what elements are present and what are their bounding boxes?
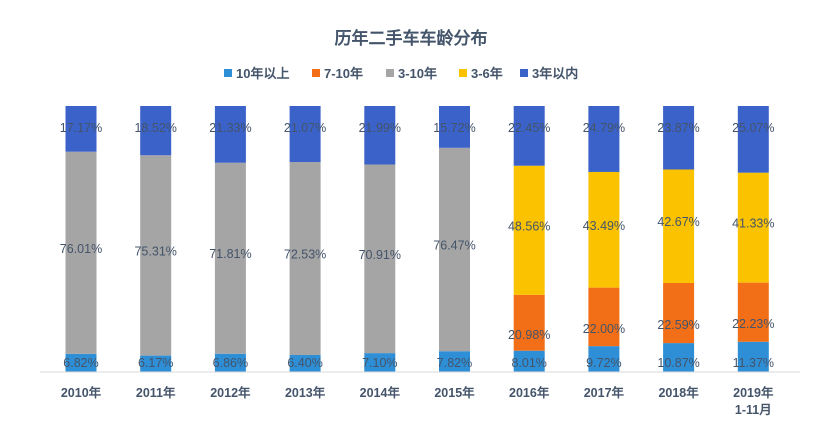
bar-segment-6-1 xyxy=(513,294,545,351)
bar-segment-3-2 xyxy=(289,162,321,355)
bar-segment-5-0 xyxy=(439,351,470,372)
data-label-4-2: 70.91% xyxy=(359,248,401,262)
x-tick-label-0: 2010年 xyxy=(61,385,102,400)
bar-segment-5-4 xyxy=(439,106,470,148)
x-axis-labels: 2010年 2011年 2012年 2013年 2014年 2015年 2016年 2017年… xyxy=(61,385,774,417)
bar-segment-5-2 xyxy=(439,147,470,352)
data-label-5-2: 76.47% xyxy=(433,239,475,253)
data-label-5-0: 7.82% xyxy=(437,356,472,370)
data-label-7-3: 43.49% xyxy=(583,219,625,233)
data-label-7-4: 24.79% xyxy=(583,121,625,135)
data-label-9-3: 41.33% xyxy=(732,217,774,231)
bar-segment-1-4 xyxy=(140,106,172,156)
x-tick-label-1: 2011年 xyxy=(136,385,176,400)
bar-segment-8-0 xyxy=(663,343,695,372)
data-label-7-0: 9.72% xyxy=(586,356,621,370)
x-tick-label-9: 2019年 xyxy=(733,385,774,400)
data-label-1-4: 18.52% xyxy=(134,121,176,135)
bar-segment-9-1 xyxy=(737,282,769,342)
x-tick-label-2: 2012年 xyxy=(210,385,251,400)
data-labels: 6.82% 76.01% 17.17% 6.17% 75.31% 18.52% 6.86% 7… xyxy=(60,121,775,370)
bar-segment-9-0 xyxy=(737,341,769,372)
bar-segment-8-1 xyxy=(663,282,695,344)
bar-segment-0-0 xyxy=(65,353,97,372)
bar-segment-6-3 xyxy=(513,165,545,295)
x-tick-label-5: 2015年 xyxy=(434,385,475,400)
x-tick-label-3: 2013年 xyxy=(285,385,326,400)
bar-segment-1-2 xyxy=(140,155,172,356)
legend-label-0: 10年以上 xyxy=(236,66,289,81)
data-label-8-1: 22.59% xyxy=(657,318,699,332)
bar-segment-1-0 xyxy=(140,355,172,372)
data-label-9-0: 11.37% xyxy=(733,356,774,370)
legend-swatch-4 xyxy=(520,69,528,77)
data-label-4-0: 7.10% xyxy=(362,356,397,370)
legend-label-4: 3年以内 xyxy=(532,66,578,81)
legend-swatch-2 xyxy=(386,69,394,77)
bar-segment-2-2 xyxy=(214,162,246,354)
bar-segment-0-4 xyxy=(65,106,97,152)
bar-segment-4-2 xyxy=(364,164,396,354)
legend-label-2: 3-10年 xyxy=(398,66,437,81)
bar-segment-7-4 xyxy=(588,106,620,172)
bar-segment-9-3 xyxy=(737,172,769,283)
data-label-9-4: 25.07% xyxy=(732,121,774,135)
data-label-7-1: 22.00% xyxy=(583,322,625,336)
data-label-9-1: 22.23% xyxy=(732,317,774,331)
data-label-1-2: 75.31% xyxy=(134,244,176,258)
data-label-3-4: 21.07% xyxy=(284,121,326,135)
x-tick-label-8: 2018年 xyxy=(658,385,699,400)
bar-segment-6-4 xyxy=(513,106,545,166)
data-label-1-0: 6.17% xyxy=(138,356,173,370)
legend: 10年以上 7-10年 3-10年 3-6年 3年以内 xyxy=(224,66,578,81)
bars xyxy=(65,106,769,372)
data-label-6-4: 22.45% xyxy=(508,121,550,135)
legend-label-3: 3-6年 xyxy=(471,66,503,81)
data-label-0-4: 17.17% xyxy=(60,121,102,135)
bar-segment-8-3 xyxy=(663,169,695,283)
data-label-3-0: 6.40% xyxy=(287,356,322,370)
data-label-6-1: 20.98% xyxy=(508,328,550,342)
data-label-3-2: 72.53% xyxy=(284,248,326,262)
data-label-2-0: 6.86% xyxy=(213,356,248,370)
bar-segment-0-2 xyxy=(65,151,97,354)
data-label-6-0: 8.01% xyxy=(511,356,546,370)
legend-label-1: 7-10年 xyxy=(324,66,363,81)
bar-segment-9-4 xyxy=(737,106,769,173)
legend-swatch-3 xyxy=(459,69,467,77)
x-tick-label-7: 2017年 xyxy=(584,385,625,400)
x-tick-label-9-line2: 1-11月 xyxy=(735,403,772,417)
bar-segment-4-0 xyxy=(364,353,396,372)
x-tick-label-4: 2014年 xyxy=(360,385,401,400)
bar-segment-3-4 xyxy=(289,106,321,163)
data-label-8-4: 23.87% xyxy=(657,121,699,135)
bar-segment-6-0 xyxy=(513,350,545,372)
bar-segment-4-4 xyxy=(364,106,396,165)
bar-segment-7-3 xyxy=(588,171,620,288)
data-label-2-4: 21.33% xyxy=(209,121,251,135)
data-label-0-0: 6.82% xyxy=(63,356,98,370)
legend-swatch-1 xyxy=(312,69,320,77)
data-label-8-0: 10.87% xyxy=(657,356,699,370)
x-tick-label-6: 2016年 xyxy=(509,385,550,400)
legend-swatch-0 xyxy=(224,69,232,77)
bar-segment-8-4 xyxy=(663,106,695,170)
bar-segment-2-0 xyxy=(214,353,246,372)
data-label-4-4: 21.99% xyxy=(359,121,401,135)
chart-title: 历年二手车车龄分布 xyxy=(335,28,488,48)
data-label-5-4: 15.72% xyxy=(433,121,475,135)
bar-segment-7-0 xyxy=(588,346,620,372)
data-label-0-2: 76.01% xyxy=(60,242,102,256)
bar-segment-2-4 xyxy=(214,106,246,163)
bar-segment-7-1 xyxy=(588,287,620,347)
bar-segment-3-0 xyxy=(289,354,321,372)
data-label-8-3: 42.67% xyxy=(657,215,699,229)
data-label-2-2: 71.81% xyxy=(209,247,251,261)
data-label-6-3: 48.56% xyxy=(508,219,550,233)
